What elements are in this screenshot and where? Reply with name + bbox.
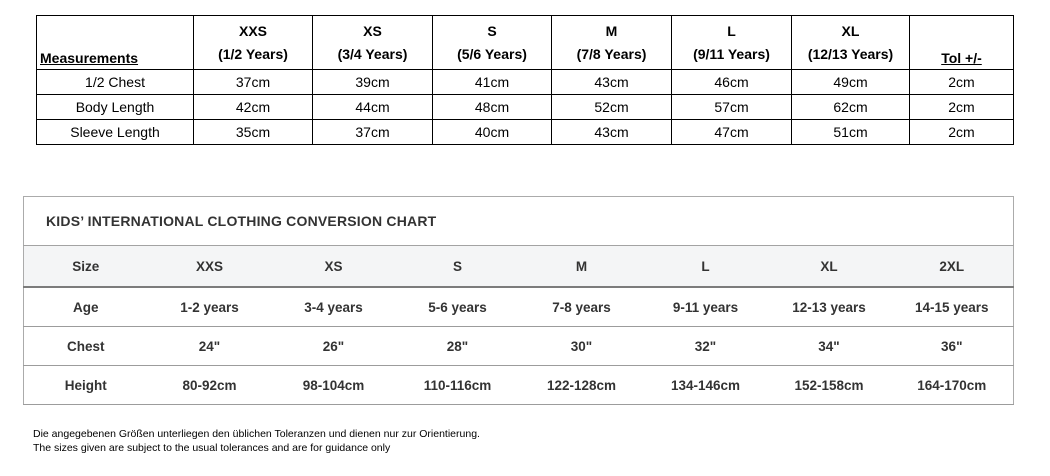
height-cell: 134-146cm: [643, 365, 768, 405]
measurement-cell: 57cm: [671, 94, 792, 120]
footnote-english: The sizes given are subject to the usual…: [33, 441, 391, 454]
size-col-header-xl: XL (12/13 Years): [791, 15, 910, 70]
chest-cell: 32": [643, 326, 768, 366]
size-cell: XXS: [147, 245, 272, 288]
size-col-header-m: M (7/8 Years): [551, 15, 672, 70]
size-years: (7/8 Years): [576, 45, 647, 62]
tolerance-cell: 2cm: [909, 119, 1014, 145]
size-cell: XL: [767, 245, 891, 288]
row-label: Body Length: [36, 94, 194, 120]
measurements-header-row: Measurements XXS (1/2 Years) XS (3/4 Yea…: [36, 15, 1014, 70]
age-cell: 9-11 years: [643, 287, 768, 327]
size-name: S: [487, 22, 497, 39]
conversion-age-row: Age 1-2 years 3-4 years 5-6 years 7-8 ye…: [23, 287, 1014, 327]
measurement-cell: 40cm: [432, 119, 552, 145]
measurements-corner-label: Measurements: [40, 50, 139, 66]
size-cell: M: [519, 245, 644, 288]
row-label: 1/2 Chest: [36, 69, 194, 95]
height-cell: 80-92cm: [147, 365, 272, 405]
table-row-body-length: Body Length 42cm 44cm 48cm 52cm 57cm 62c…: [36, 94, 1014, 120]
conversion-chart-title: KIDS’ INTERNATIONAL CLOTHING CONVERSION …: [23, 196, 1014, 246]
age-cell: 3-4 years: [271, 287, 396, 327]
size-name: L: [727, 22, 736, 39]
measurement-cell: 37cm: [312, 119, 433, 145]
size-cell: L: [643, 245, 768, 288]
age-cell: 14-15 years: [890, 287, 1014, 327]
measurement-cell: 43cm: [551, 119, 672, 145]
footnote-german: Die angegebenen Größen unterliegen den ü…: [33, 428, 480, 440]
size-cell: 2XL: [890, 245, 1014, 288]
size-name: M: [605, 22, 618, 39]
measurements-table: Measurements XXS (1/2 Years) XS (3/4 Yea…: [36, 15, 1014, 145]
measurement-cell: 48cm: [432, 94, 552, 120]
measurements-corner-header: Measurements: [36, 15, 194, 70]
size-years: (5/6 Years): [457, 45, 527, 62]
table-row-sleeve-length: Sleeve Length 35cm 37cm 40cm 43cm 47cm 5…: [36, 119, 1014, 145]
row-label: Age: [23, 287, 148, 327]
measurement-cell: 51cm: [791, 119, 910, 145]
size-years: (9/11 Years): [693, 45, 770, 62]
measurement-cell: 46cm: [671, 69, 792, 95]
size-cell: S: [395, 245, 520, 288]
size-name: XL: [841, 22, 860, 39]
size-col-header-l: L (9/11 Years): [671, 15, 792, 70]
tolerance-label: Tol +/-: [941, 50, 982, 66]
measurement-cell: 49cm: [791, 69, 910, 95]
height-cell: 110-116cm: [395, 365, 520, 405]
conversion-chart-table: KIDS’ INTERNATIONAL CLOTHING CONVERSION …: [23, 196, 1015, 405]
size-name: XXS: [238, 22, 267, 39]
row-label: Sleeve Length: [36, 119, 194, 145]
age-cell: 12-13 years: [767, 287, 891, 327]
age-cell: 5-6 years: [395, 287, 520, 327]
conversion-height-row: Height 80-92cm 98-104cm 110-116cm 122-12…: [23, 365, 1014, 405]
measurement-cell: 43cm: [551, 69, 672, 95]
measurement-cell: 42cm: [193, 94, 313, 120]
conversion-size-row: Size XXS XS S M L XL 2XL: [23, 245, 1014, 288]
size-col-header-s: S (5/6 Years): [432, 15, 552, 70]
chest-cell: 24": [147, 326, 272, 366]
table-row-half-chest: 1/2 Chest 37cm 39cm 41cm 43cm 46cm 49cm …: [36, 69, 1014, 95]
measurement-cell: 47cm: [671, 119, 792, 145]
tolerance-header: Tol +/-: [909, 15, 1014, 70]
size-years: (1/2 Years): [218, 45, 288, 62]
measurement-cell: 52cm: [551, 94, 672, 120]
measurement-cell: 62cm: [791, 94, 910, 120]
conversion-chest-row: Chest 24" 26" 28" 30" 32" 34" 36": [23, 326, 1014, 366]
row-label: Size: [23, 245, 148, 288]
age-cell: 1-2 years: [147, 287, 272, 327]
chest-cell: 28": [395, 326, 520, 366]
measurement-cell: 41cm: [432, 69, 552, 95]
size-col-header-xxs: XXS (1/2 Years): [193, 15, 313, 70]
row-label: Chest: [23, 326, 148, 366]
age-cell: 7-8 years: [519, 287, 644, 327]
chest-cell: 26": [271, 326, 396, 366]
row-label: Height: [23, 365, 148, 405]
tolerance-cell: 2cm: [909, 94, 1014, 120]
height-cell: 164-170cm: [890, 365, 1014, 405]
size-cell: XS: [271, 245, 396, 288]
footnotes: Die angegebenen Größen unterliegen den ü…: [33, 428, 480, 455]
tolerance-cell: 2cm: [909, 69, 1014, 95]
measurement-cell: 37cm: [193, 69, 313, 95]
chest-cell: 36": [890, 326, 1014, 366]
height-cell: 98-104cm: [271, 365, 396, 405]
measurement-cell: 35cm: [193, 119, 313, 145]
size-col-header-xs: XS (3/4 Years): [312, 15, 433, 70]
size-years: (12/13 Years): [807, 45, 894, 62]
chest-cell: 34": [767, 326, 891, 366]
height-cell: 122-128cm: [519, 365, 644, 405]
chest-cell: 30": [519, 326, 644, 366]
measurement-cell: 39cm: [312, 69, 433, 95]
measurement-cell: 44cm: [312, 94, 433, 120]
size-name: XS: [363, 22, 382, 39]
conversion-title-row: KIDS’ INTERNATIONAL CLOTHING CONVERSION …: [23, 196, 1014, 246]
height-cell: 152-158cm: [767, 365, 891, 405]
size-years: (3/4 Years): [337, 45, 408, 62]
